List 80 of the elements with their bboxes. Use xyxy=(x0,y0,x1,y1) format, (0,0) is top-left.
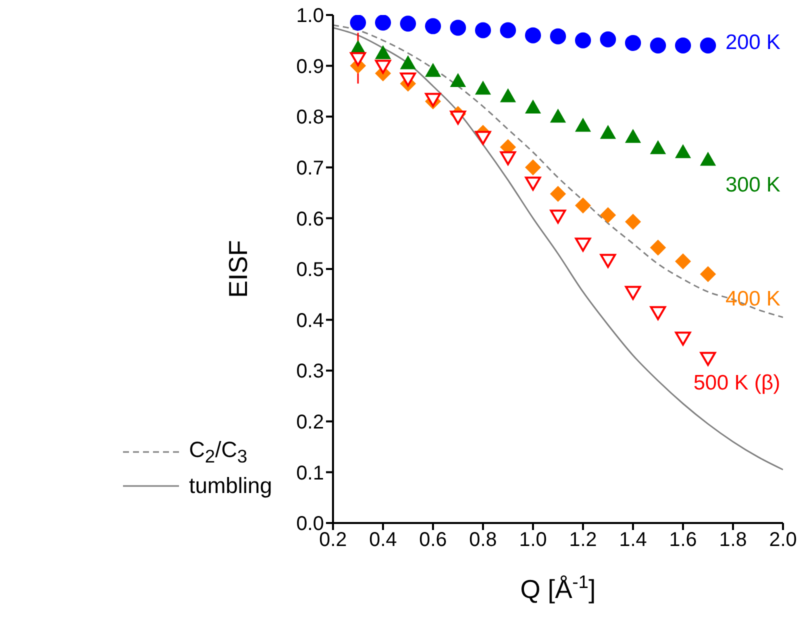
point xyxy=(675,332,691,346)
point xyxy=(375,60,391,74)
point xyxy=(525,176,541,191)
point xyxy=(600,207,616,224)
x-tick-label: 0.6 xyxy=(419,529,447,552)
series-label: 500 K (β) xyxy=(693,371,780,394)
point xyxy=(475,22,491,38)
series-label: 300 K xyxy=(725,173,780,196)
point xyxy=(350,52,366,66)
point xyxy=(500,22,516,38)
legend-label: C$_{2}$/C$_{3}$ xyxy=(189,436,248,468)
point xyxy=(550,210,566,224)
point xyxy=(650,140,666,154)
point xyxy=(625,214,641,230)
point xyxy=(550,28,566,44)
point xyxy=(575,238,591,252)
x-tick-label: 1.0 xyxy=(519,529,547,552)
point xyxy=(475,130,491,145)
point xyxy=(375,45,391,60)
point xyxy=(450,73,466,88)
point xyxy=(550,186,566,202)
point xyxy=(525,99,541,114)
point xyxy=(400,16,416,32)
x-tick-label: 1.2 xyxy=(569,529,597,552)
point xyxy=(575,32,591,48)
x-tick-label: 0.2 xyxy=(319,529,347,552)
y-tick-label: 0.5 xyxy=(296,259,324,282)
point xyxy=(600,31,616,48)
point xyxy=(425,62,441,77)
point xyxy=(500,88,516,102)
x-tick-label: 0.4 xyxy=(369,529,397,552)
y-tick-label: 1.0 xyxy=(296,5,324,28)
x-tick-label: 1.6 xyxy=(669,529,697,552)
point xyxy=(625,286,641,300)
point xyxy=(600,124,616,139)
y-tick-label: 0.3 xyxy=(296,360,324,383)
point xyxy=(350,15,366,31)
x-tick-label: 0.8 xyxy=(469,529,497,552)
point xyxy=(675,37,691,54)
point xyxy=(700,37,716,54)
y-axis-title: EISF xyxy=(223,240,254,298)
point xyxy=(625,128,641,143)
y-tick-label: 0.1 xyxy=(296,462,324,484)
y-tick-label: 0.9 xyxy=(296,56,324,78)
point xyxy=(500,151,516,166)
point xyxy=(700,152,716,166)
x-axis-title: Q [Å$^{-1}$] xyxy=(520,572,596,604)
y-tick-label: 0.7 xyxy=(296,158,324,180)
point xyxy=(450,20,466,36)
point xyxy=(700,266,716,282)
series-label: 400 K xyxy=(725,288,780,311)
point xyxy=(675,253,691,270)
point xyxy=(600,254,616,268)
x-tick-label: 1.4 xyxy=(619,529,647,552)
y-tick-label: 0.2 xyxy=(296,412,324,434)
x-tick-label: 2.0 xyxy=(769,529,797,552)
point xyxy=(625,34,641,51)
point xyxy=(400,55,416,70)
point xyxy=(650,240,666,256)
legend-label: tumbling xyxy=(189,473,272,499)
point xyxy=(425,18,441,34)
point xyxy=(525,159,541,176)
point xyxy=(450,110,466,125)
point xyxy=(400,72,416,86)
series-label: 200 K xyxy=(725,30,780,54)
point xyxy=(550,108,566,123)
x-tick-label: 1.8 xyxy=(719,529,747,552)
point xyxy=(675,144,691,158)
point xyxy=(650,37,666,54)
point xyxy=(375,15,391,31)
point xyxy=(575,118,591,132)
line-series xyxy=(333,26,783,470)
y-tick-label: 0.6 xyxy=(296,208,324,230)
point xyxy=(475,80,491,95)
y-tick-label: 0.4 xyxy=(296,310,324,332)
point xyxy=(575,198,591,214)
point xyxy=(700,352,716,366)
point xyxy=(650,306,666,320)
y-tick-label: 0.8 xyxy=(296,106,324,129)
point xyxy=(525,27,541,44)
